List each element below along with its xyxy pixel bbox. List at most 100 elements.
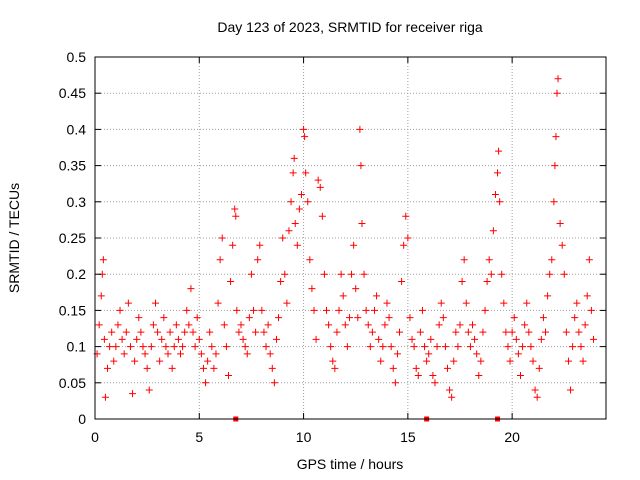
data-point [100,335,108,343]
data-point [381,321,389,329]
data-point [569,343,577,351]
data-point [416,328,424,336]
x-axis-label: GPS time / hours [297,456,404,472]
data-point [143,364,151,372]
data-point [179,343,187,351]
data-point [239,335,247,343]
y-tick-label: 0.25 [59,230,86,246]
data-point [368,328,376,336]
chart-title: Day 123 of 2023, SRMTID for receiver rig… [217,19,483,35]
data-point [131,357,139,365]
y-tick-label: 0.4 [67,121,87,137]
data-point [110,357,118,365]
data-point [535,364,543,372]
data-point [370,306,378,314]
data-point [562,328,570,336]
data-point [224,372,232,380]
data-point [260,328,268,336]
data-point [437,299,445,307]
data-point [314,176,322,184]
data-point [339,292,347,300]
data-point [197,350,205,358]
data-point [496,198,504,206]
data-point [252,328,260,336]
data-point [108,328,116,336]
data-point [391,379,399,387]
data-point [174,335,182,343]
data-point [527,343,535,351]
data-point [285,227,293,235]
data-point [360,270,368,278]
data-point [270,379,278,387]
data-point [162,343,170,351]
data-point [466,343,474,351]
data-point [187,285,195,293]
data-point [329,357,337,365]
x-tick-label: 15 [400,429,416,445]
y-tick-label: 0.45 [59,85,86,101]
data-point [177,350,185,358]
data-point [564,357,572,365]
data-point [485,256,493,264]
data-points [93,75,597,422]
data-point [458,277,466,285]
data-point [277,277,285,285]
data-point [124,299,132,307]
data-point [183,306,191,314]
data-point [356,125,364,133]
data-point [275,314,283,322]
data-point [129,390,137,398]
data-point [133,335,141,343]
data-point [412,364,420,372]
data-point [450,357,458,365]
data-point [364,321,372,329]
data-point [373,292,381,300]
data-point [523,299,531,307]
data-point [212,350,220,358]
data-point [481,306,489,314]
data-point [375,335,383,343]
data-point [323,306,331,314]
x-tick-label: 5 [195,429,203,445]
data-point [293,241,301,249]
data-point [300,125,308,133]
y-tick-label: 0.3 [67,194,87,210]
data-point [97,292,105,300]
data-point [577,343,585,351]
data-point [172,321,180,329]
data-point [471,335,479,343]
data-point [350,241,358,249]
data-point [227,277,235,285]
data-point [268,364,276,372]
data-point [120,350,128,358]
data-point [352,285,360,293]
data-point [487,270,495,278]
data-point [204,357,212,365]
data-point [235,328,243,336]
data-point [106,343,114,351]
data-point [502,328,510,336]
data-point [552,133,560,141]
data-point [418,306,426,314]
data-point [366,343,374,351]
data-point [283,299,291,307]
data-point [231,205,239,213]
data-point [170,343,178,351]
data-point [494,169,502,177]
data-point [427,335,435,343]
data-point [514,350,522,358]
data-point [456,321,464,329]
data-point [312,335,320,343]
data-point [308,285,316,293]
data-point [264,321,272,329]
data-point [489,227,497,235]
data-point [181,328,189,336]
data-point [166,328,174,336]
data-point [452,328,460,336]
data-point [229,241,237,249]
data-point [287,198,295,206]
data-point [441,343,449,351]
data-point [154,328,162,336]
data-point [320,270,328,278]
data-point [279,234,287,242]
